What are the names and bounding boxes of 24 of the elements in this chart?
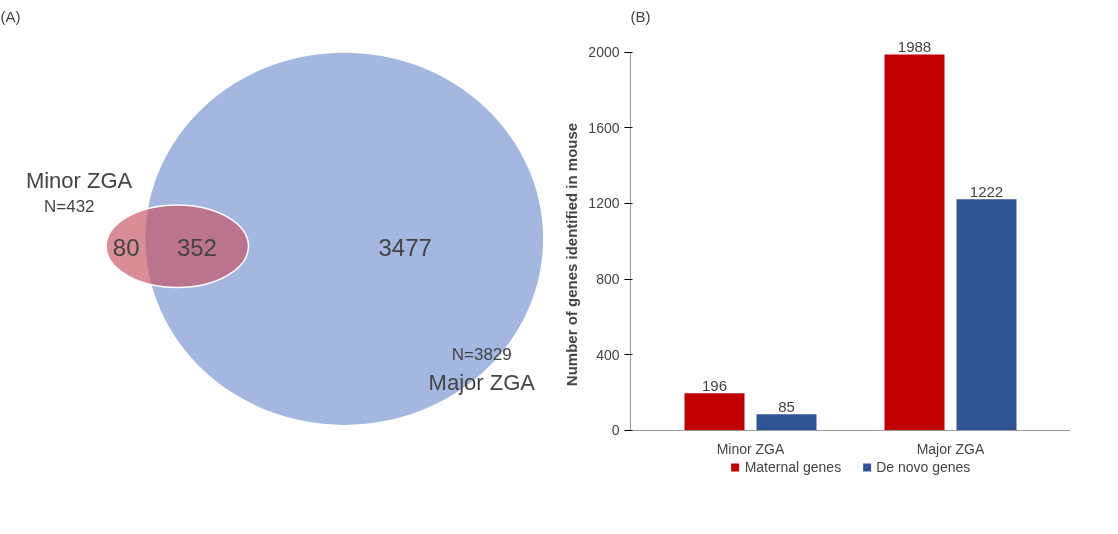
data-label: 352	[176, 234, 217, 262]
y-tick-label: 1600	[588, 119, 620, 136]
bar	[684, 393, 745, 431]
chart-title: (B)	[630, 7, 651, 25]
data-label: 85	[778, 398, 795, 416]
y-axis-title: Number of genes identified in mouse	[563, 122, 581, 387]
bar	[884, 54, 945, 431]
legend-label: Maternal genes	[744, 459, 842, 475]
legend-label: De novo genes	[876, 459, 971, 475]
data-label: 3477	[378, 234, 432, 262]
data-label: 80	[112, 234, 140, 262]
y-tick-label: 400	[596, 346, 620, 363]
data-label: 1222	[969, 183, 1004, 201]
data-label: 196	[701, 377, 728, 395]
text: N=432	[43, 197, 95, 217]
data-label: 1988	[897, 38, 932, 56]
text: (A)	[0, 7, 21, 25]
y-tick-label: 0	[611, 422, 620, 439]
y-tick-label: 2000	[588, 44, 620, 61]
text: Minor ZGA	[25, 167, 133, 193]
bar	[756, 414, 817, 431]
y-tick-label: 800	[596, 271, 620, 288]
bar	[956, 199, 1017, 431]
y-tick-label: 1200	[588, 195, 620, 212]
